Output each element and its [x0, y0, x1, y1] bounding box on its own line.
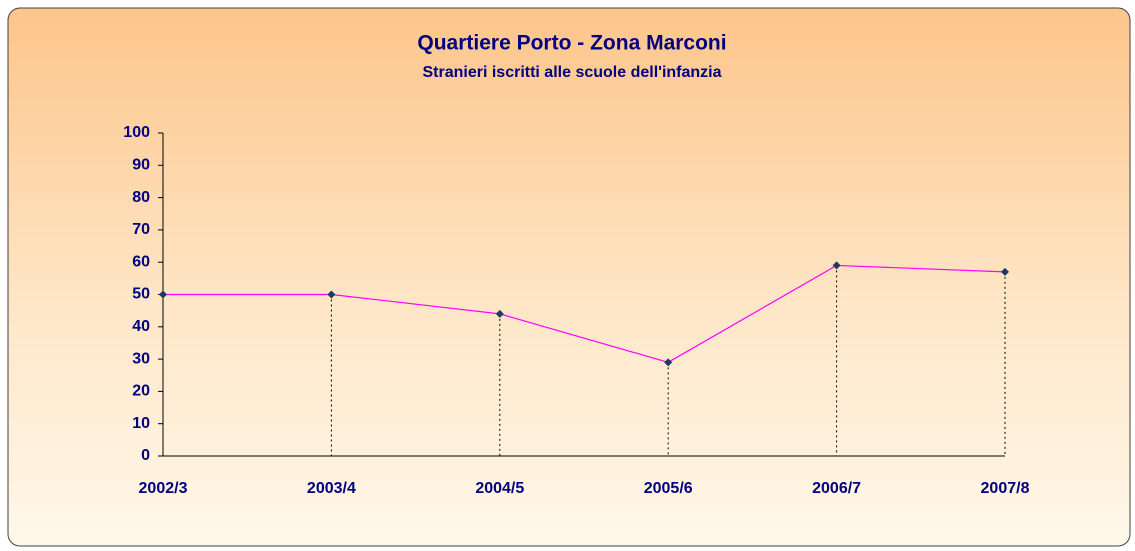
x-tick-label: 2002/3: [139, 480, 188, 497]
chart-subtitle: Stranieri iscritti alle scuole dell'infa…: [422, 64, 721, 81]
data-point: [159, 290, 167, 299]
data-point: [1001, 267, 1009, 276]
y-tick-label: 80: [132, 189, 150, 206]
data-point: [495, 309, 504, 318]
y-tick-label: 70: [132, 221, 150, 238]
chart-title: Quartiere Porto - Zona Marconi: [417, 32, 726, 55]
data-point: [832, 261, 841, 270]
y-tick-label: 60: [132, 253, 150, 270]
y-tick-label: 20: [132, 383, 150, 400]
y-tick-label: 100: [123, 124, 150, 141]
x-tick-label: 2003/4: [307, 480, 356, 497]
data-point: [664, 358, 673, 367]
y-tick-label: 30: [132, 350, 150, 367]
y-tick-label: 10: [132, 415, 150, 432]
y-tick-label: 40: [132, 318, 150, 335]
data-line: [163, 264, 1006, 363]
x-tick-label: 2006/7: [812, 480, 861, 497]
y-tick-label: 90: [132, 157, 150, 174]
y-tick-label: 50: [132, 286, 150, 303]
y-tick-label: 0: [141, 447, 150, 464]
x-tick-label: 2004/5: [475, 480, 524, 497]
chart-background: [7, 7, 1131, 547]
x-tick-label: 2007/8: [981, 480, 1030, 497]
data-point: [327, 290, 336, 299]
x-tick-label: 2005/6: [644, 480, 693, 497]
